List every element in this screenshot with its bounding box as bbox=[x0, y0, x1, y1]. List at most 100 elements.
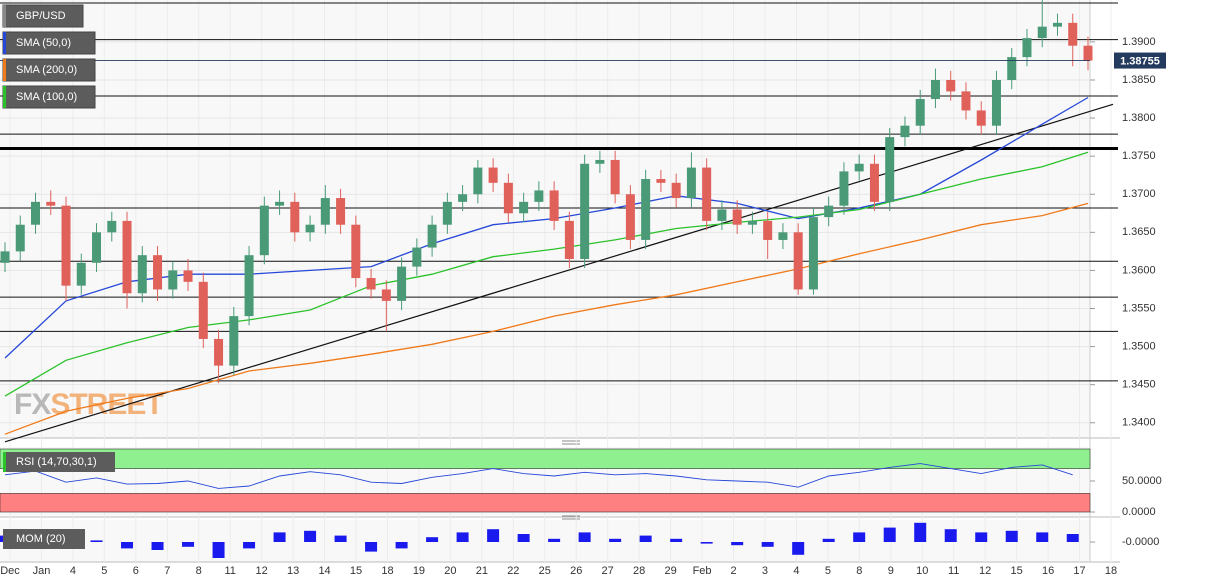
candle-body bbox=[31, 201, 41, 225]
candle-body bbox=[824, 205, 834, 218]
candle-body bbox=[793, 232, 803, 290]
mom-legend-label: MOM (20) bbox=[16, 533, 66, 545]
candle-body bbox=[641, 179, 651, 240]
candle-body bbox=[412, 247, 422, 267]
candle-body bbox=[534, 190, 544, 202]
mom-bar bbox=[243, 542, 256, 549]
candle-body bbox=[214, 338, 224, 366]
watermark-prefix: FX bbox=[14, 388, 51, 421]
y-tick-label: 1.3800 bbox=[1122, 112, 1156, 124]
candle-body bbox=[808, 217, 818, 290]
candle-body bbox=[198, 281, 208, 339]
candle-body bbox=[976, 110, 986, 126]
mom-bar bbox=[151, 542, 164, 550]
x-tick-label: 5 bbox=[825, 565, 831, 577]
mom-legend-box bbox=[3, 529, 85, 549]
x-tick-label: 21 bbox=[476, 565, 488, 577]
oversold-zone bbox=[0, 493, 1091, 513]
candle-body bbox=[351, 224, 361, 279]
x-tick-label: 29 bbox=[664, 565, 676, 577]
candle-body bbox=[61, 205, 71, 286]
x-tick-label: 22 bbox=[507, 565, 519, 577]
y-tick-label: 1.3400 bbox=[1122, 417, 1156, 429]
rsi-line bbox=[4, 463, 1073, 489]
candle-body bbox=[671, 182, 681, 199]
candle-body bbox=[336, 198, 346, 225]
x-tick-label: 16 bbox=[1042, 565, 1054, 577]
candle-body bbox=[702, 167, 712, 221]
rsi-tick-label: 0.0000 bbox=[1122, 506, 1156, 518]
candle-body bbox=[778, 232, 788, 240]
legend-label: GBP/USD bbox=[16, 10, 66, 22]
candle-body bbox=[747, 220, 757, 225]
x-tick-label: 14 bbox=[318, 565, 330, 577]
x-tick-label: 8 bbox=[856, 565, 862, 577]
legend: GBP/USD SMA (50,0) SMA (200,0) SMA (100,0) R… bbox=[2, 4, 115, 549]
mom-bar bbox=[822, 538, 835, 542]
x-tick-label: 11 bbox=[224, 565, 235, 577]
candle-body bbox=[549, 190, 559, 221]
x-tick-label: 12 bbox=[256, 565, 268, 577]
legend-label: SMA (100,0) bbox=[16, 91, 77, 103]
candle-body bbox=[153, 255, 163, 290]
mom-bar bbox=[792, 542, 805, 555]
mom-bar bbox=[1066, 534, 1079, 542]
x-tick-label: 8 bbox=[196, 565, 202, 577]
mom-bar bbox=[426, 537, 439, 542]
candle-body bbox=[686, 167, 696, 199]
candle-body bbox=[107, 220, 117, 233]
candle-body bbox=[885, 137, 895, 202]
mom-bar bbox=[914, 522, 927, 542]
mom-bar bbox=[517, 534, 530, 542]
candle-body bbox=[305, 224, 315, 233]
candle-body bbox=[854, 163, 864, 172]
candle-body bbox=[320, 198, 330, 225]
trendline bbox=[4, 103, 1114, 443]
candle-body bbox=[946, 79, 956, 92]
y-tick-label: 1.3500 bbox=[1122, 340, 1156, 352]
mom-bar bbox=[639, 535, 652, 542]
candle-body bbox=[1007, 57, 1017, 80]
candle-body bbox=[0, 251, 10, 263]
candle-body bbox=[397, 266, 407, 301]
mom-bar bbox=[90, 540, 103, 542]
candle-body bbox=[900, 125, 910, 138]
x-tick-label: Feb bbox=[693, 565, 712, 577]
divider-handle[interactable] bbox=[562, 440, 580, 520]
x-tick-label: 4 bbox=[793, 565, 799, 577]
mom-bar bbox=[853, 532, 866, 542]
y-tick-label: 1.3650 bbox=[1122, 226, 1156, 238]
mom-bar bbox=[883, 527, 896, 542]
x-tick-label: 4 bbox=[70, 565, 76, 577]
candle-body bbox=[869, 163, 879, 202]
plot: Dec Jan 4 5 6 7 8 11 12 13 14 15 18 19 20 21 22 25 26 27 28 2… bbox=[0, 0, 1166, 577]
sma-line bbox=[4, 151, 1089, 397]
legend-swatch bbox=[3, 32, 6, 54]
mom-bar bbox=[1005, 530, 1018, 542]
candle-body bbox=[656, 179, 666, 183]
candle-body bbox=[427, 224, 437, 248]
mom-tick-label: -0.0000 bbox=[1122, 536, 1159, 548]
candle-body bbox=[503, 182, 513, 214]
watermark-suffix: STREET bbox=[50, 388, 163, 421]
x-tick-label: 11 bbox=[948, 565, 959, 577]
candle-body bbox=[915, 99, 925, 126]
candle-body bbox=[625, 194, 635, 240]
candle-body bbox=[717, 209, 727, 221]
mom-bar bbox=[487, 529, 500, 542]
mom-bar bbox=[578, 532, 591, 542]
x-tick-label: 2 bbox=[730, 565, 736, 577]
candle-body bbox=[290, 201, 300, 233]
x-tick-label: 19 bbox=[413, 565, 425, 577]
candle-body bbox=[519, 201, 529, 214]
mom-bar bbox=[304, 530, 317, 542]
x-tick-label: 28 bbox=[633, 565, 645, 577]
legend-label: SMA (50,0) bbox=[16, 37, 71, 49]
candle-body bbox=[92, 232, 102, 263]
x-tick-label: 13 bbox=[287, 565, 299, 577]
mom-bar bbox=[121, 542, 134, 549]
legend-swatch bbox=[3, 59, 6, 81]
x-tick-label: 12 bbox=[979, 565, 991, 577]
rsi-legend-label: RSI (14,70,30,1) bbox=[16, 456, 97, 468]
candle-body bbox=[168, 270, 178, 290]
